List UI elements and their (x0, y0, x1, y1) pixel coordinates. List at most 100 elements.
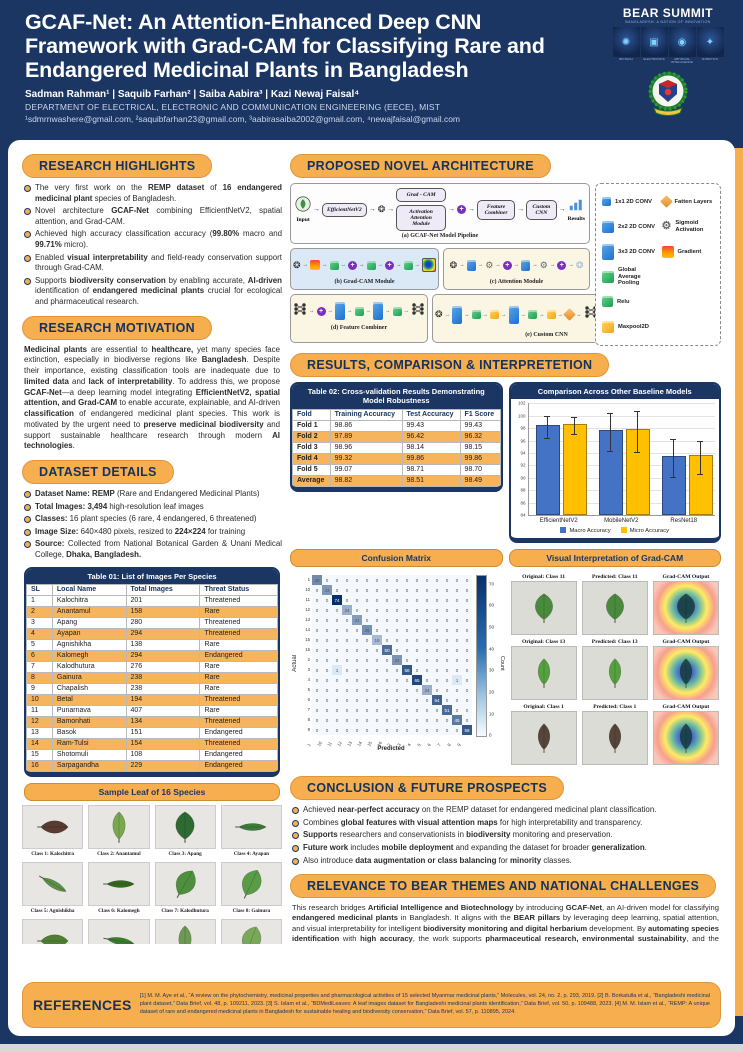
matrix-cell: 0 (422, 665, 432, 676)
confusion-matrix-title: Confusion Matrix (290, 549, 503, 568)
flatten-icon (563, 308, 576, 322)
table-cell: 108 (125, 748, 201, 761)
matrix-cell: 0 (332, 655, 342, 666)
table-row: Average 98.82 98.51 98.49 (292, 474, 501, 487)
matrix-cell: 0 (342, 685, 352, 696)
matrix-cell: 0 (352, 675, 362, 686)
table-cell: 201 (125, 594, 201, 607)
gradcam-grid: Original: Class 11 Predicted: Class 11 G… (509, 571, 722, 768)
matrix-cell: 0 (462, 695, 472, 706)
matrix-cell: 0 (392, 615, 402, 626)
bcube-icon (521, 259, 531, 271)
table-cell: 97.89 (329, 430, 403, 443)
matrix-cell: 0 (362, 675, 372, 686)
bullet-item: Combines global features with visual att… (292, 818, 721, 829)
arrow-icon: → (549, 262, 556, 268)
matrix-cell: 51 (442, 705, 452, 716)
sample-leaf-header: Sample Leaf of 16 Species (24, 782, 280, 801)
bear-pillar-icon: ✺ (612, 27, 640, 57)
table-cell: Gainura (51, 671, 127, 684)
bear-pillar-label: ELECTRONICS (643, 57, 665, 61)
legend-item: Fatten Layers (659, 192, 714, 212)
row-label: 10 (305, 587, 310, 593)
matrix-cell: 0 (412, 595, 422, 606)
right-orange-accent (734, 148, 743, 1016)
gradcam-cell: Predicted: Class 13 (581, 639, 648, 701)
table-cell: 9 (26, 682, 53, 695)
y-tick-label: 92 (520, 462, 526, 468)
bullet-icon (24, 208, 31, 216)
row-label: 3 (307, 667, 310, 673)
matrix-cell: 0 (312, 615, 322, 626)
row-label: 14 (305, 627, 310, 633)
x-axis: EfficientNetV2 MobileNetV2 ResNet18 (528, 516, 716, 524)
bear-summit-title: BEAR SUMMIT (622, 6, 714, 20)
matrix-cell: 0 (442, 725, 452, 736)
matrix-cell: 0 (412, 705, 422, 716)
matrix-cell: 0 (312, 715, 322, 726)
references-bar: REFERENCES [1] M. M. Aye et al., “A revi… (22, 982, 721, 1028)
bottom-strip (0, 1044, 743, 1052)
results-row-1: Table 02: Cross-validation Results Demon… (290, 381, 721, 544)
leaf-caption: Class 6: Kalomegh (98, 907, 140, 914)
bullet-text: Total Images: 3,494 high-resolution leaf… (35, 501, 204, 511)
matrix-cell: 0 (382, 725, 392, 736)
legend-swatch (560, 527, 567, 534)
arrow-icon: → (447, 206, 455, 213)
bullet-icon (292, 819, 299, 827)
predicted-image (581, 581, 648, 636)
matrix-cell: 0 (372, 695, 382, 706)
matrix-cell: 0 (402, 625, 412, 636)
matrix-cell: 0 (372, 685, 382, 696)
table-row: 16 Sarpagandha 229 Endangered (26, 759, 278, 772)
input-leaf-icon: Input (295, 196, 311, 223)
table-cell: Fold 2 (292, 430, 331, 443)
matrix-cell: 0 (462, 655, 472, 666)
matrix-cell: 0 (402, 635, 412, 646)
module-row-de: →+→→→→→ (d) Feature Combiner ❂→→→→→→→→→→… (290, 294, 662, 344)
results-chart-icon: Results (568, 198, 585, 222)
table-cell: Basok (51, 726, 127, 739)
bullet-item: Supports biodiversity conservation by en… (24, 276, 282, 308)
emails-line: ¹sdmrnwashere@gmail.com, ²saquibfarhan23… (25, 114, 461, 125)
matrix-cell: 0 (352, 725, 362, 736)
matrix-cell: 0 (432, 715, 442, 726)
gridline (528, 415, 715, 417)
matrix-cell: 0 (312, 635, 322, 646)
table-cell: Threatened (199, 737, 278, 750)
arrow-icon: → (495, 262, 501, 268)
matrix-cell: 0 (452, 575, 462, 586)
error-bar-cap (634, 451, 640, 453)
matrix-cell: 0 (312, 705, 322, 716)
section-relevance: RELEVANCE TO BEAR THEMES AND NATIONAL CH… (290, 874, 717, 899)
matrix-cell: 0 (452, 725, 462, 736)
matrix-row: 4 0 0 0 0 0 0 0 0 0 0 65 0 0 0 1 0 (299, 675, 472, 686)
branch-stack: Grad - CAM Activation Attention Module (396, 188, 446, 231)
arrow-icon: → (327, 308, 334, 314)
arrow-icon: → (444, 311, 451, 318)
x-axis-label: Predicted (377, 746, 405, 753)
matrix-cell: 0 (342, 625, 352, 636)
gradcam-cell: Predicted: Class 11 (581, 574, 648, 636)
confusion-matrix-plot: Actual 1 38 0 0 0 0 0 0 0 0 0 0 0 0 0 0 0 10 0 33 0 0 0 0 0 0 0 0 0 0 0… (290, 571, 505, 754)
leaf-photo (154, 804, 216, 849)
backbone-box: EfficientNetV2 (322, 202, 367, 217)
table-cell: Anantamul (51, 605, 127, 618)
matrix-cell: 0 (332, 695, 342, 706)
legend-swatch (620, 527, 627, 534)
matrix-cell: 0 (372, 725, 382, 736)
column-header: Fold (292, 408, 331, 421)
matrix-cell: 0 (352, 685, 362, 696)
table-cell: Sarpagandha (51, 759, 127, 772)
table-cell: 99.32 (329, 452, 403, 465)
table-cell: Fold 4 (292, 452, 331, 465)
tallblue-icon (452, 305, 463, 324)
table-cell: Punarnava (51, 704, 127, 717)
architecture-left: Input → EfficientNetV2 → ❂ → Grad - CAM … (290, 183, 662, 346)
bullet-icon (24, 503, 31, 511)
matrix-cell: 0 (452, 645, 462, 656)
matrix-cell: 0 (362, 575, 372, 586)
section-results: RESULTS, COMPARISON & INTERPRETETION (290, 352, 610, 377)
arrow-icon: → (477, 262, 484, 268)
table-row: Fold 3 98.96 98.14 98.15 (292, 441, 501, 454)
